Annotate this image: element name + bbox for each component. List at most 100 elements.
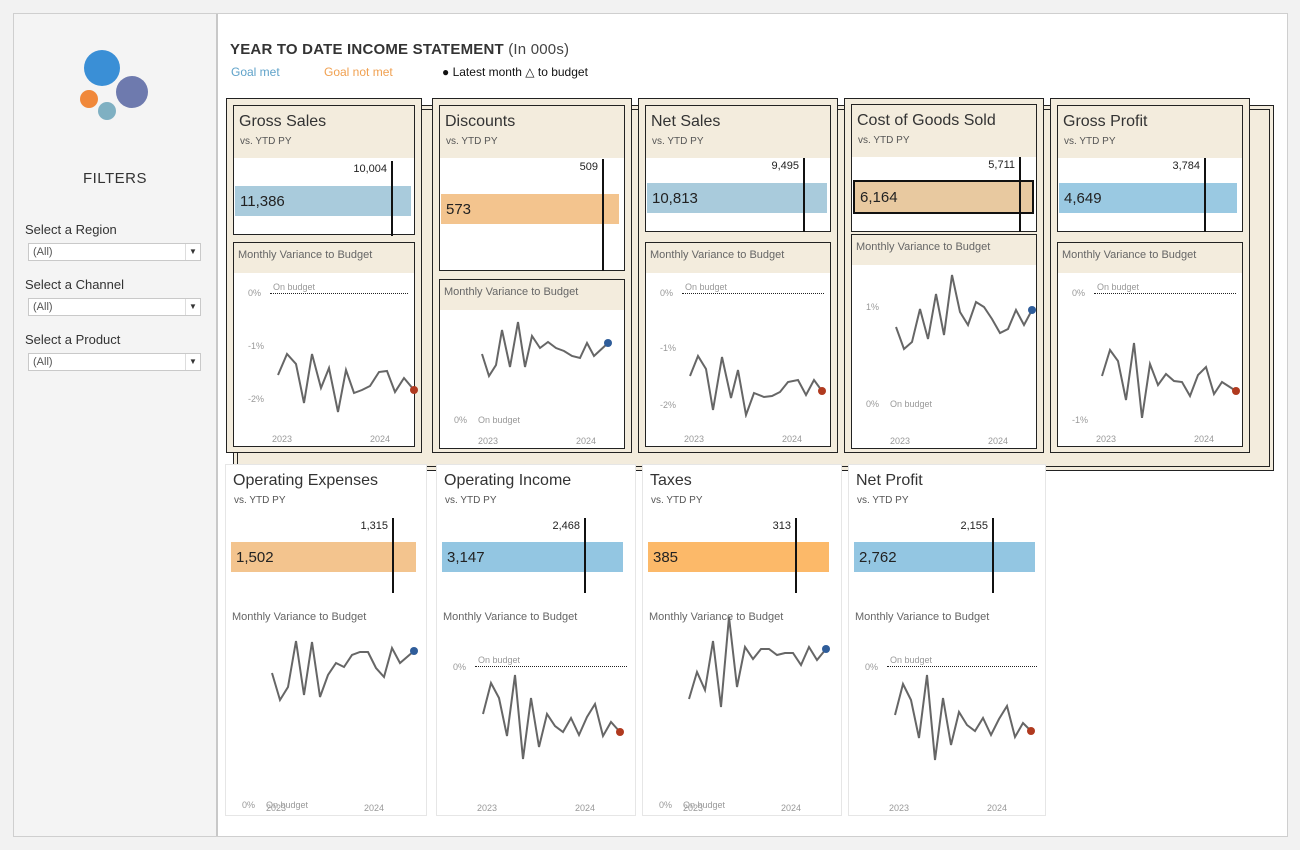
kpi-header: Net Sales vs. YTD PY (646, 106, 830, 158)
on-budget-label: On budget (890, 399, 933, 409)
kpi-panel[interactable]: Net Profit vs. YTD PY 2,762 2,155 (851, 465, 1043, 600)
year-end-label: 2024 (576, 436, 597, 446)
kpi-panel[interactable]: Net Sales vs. YTD PY 10,813 9,495 (645, 105, 831, 232)
variance-axis-label: 0% (865, 662, 879, 672)
prior-year-reference-line (992, 518, 994, 593)
product-filter-select[interactable]: (All) ▼ (28, 353, 201, 371)
latest-month-dot (410, 386, 418, 394)
variance-sparkline (894, 674, 1035, 761)
chevron-down-icon[interactable]: ▼ (185, 354, 200, 370)
page-title-text: YEAR TO DATE INCOME STATEMENT (230, 41, 504, 58)
kpi-panel[interactable]: Operating Expenses vs. YTD PY 1,502 1,315 (228, 465, 424, 600)
ytd-value: 2,762 (859, 549, 897, 566)
prior-year-reference-line (795, 518, 797, 593)
chevron-down-icon[interactable]: ▼ (185, 299, 200, 315)
variance-axis-label: -2% (660, 400, 677, 410)
region-filter-select[interactable]: (All) ▼ (28, 243, 201, 261)
prior-year-value: 9,495 (771, 160, 799, 172)
year-end-label: 2024 (370, 434, 391, 444)
ytd-value: 1,502 (236, 549, 274, 566)
variance-sparkline (1101, 342, 1240, 418)
metric-comparison-label: vs. YTD PY (240, 136, 292, 147)
on-budget-line (887, 666, 1037, 667)
variance-axis-label: 0% (248, 288, 262, 298)
metric-card: Discounts vs. YTD PY 573 509 Monthly Varianc… (432, 98, 632, 453)
kpi-header: Discounts vs. YTD PY (440, 106, 624, 158)
ytd-value-bar[interactable]: 3,147 (442, 542, 623, 572)
trend-header: Monthly Variance to Budget (1058, 243, 1242, 273)
chevron-down-icon[interactable]: ▼ (185, 244, 200, 260)
variance-axis-label: 0% (242, 800, 256, 810)
channel-filter-select[interactable]: (All) ▼ (28, 298, 201, 316)
trend-title: Monthly Variance to Budget (856, 241, 991, 253)
variance-sparkline (482, 674, 624, 760)
latest-month-dot (1028, 306, 1036, 314)
on-budget-label: On budget (273, 282, 316, 292)
ytd-value-bar[interactable]: 1,502 (231, 542, 416, 572)
on-budget-label: On budget (478, 415, 521, 425)
metric-card: Net Sales vs. YTD PY 10,813 9,495 Monthly Va… (638, 98, 838, 453)
monthly-variance-panel[interactable]: Monthly Variance to Budget 0% On budget 202… (228, 605, 424, 815)
dashboard-frame: FILTERS Select a Region (All) ▼ Select a… (13, 13, 1288, 837)
variance-sparkline (277, 352, 418, 413)
ytd-value-bar[interactable]: 385 (648, 542, 829, 572)
kpi-panel[interactable]: Taxes vs. YTD PY 385 313 (645, 465, 839, 600)
variance-line (277, 352, 415, 413)
variance-sparkline (481, 321, 612, 379)
variance-axis-label: 0% (660, 288, 674, 298)
ytd-value-bar[interactable]: 573 (441, 194, 619, 224)
monthly-variance-panel[interactable]: Monthly Variance to Budget 0% On budget 202… (439, 605, 633, 815)
product-filter-value: (All) (33, 356, 53, 368)
region-filter-value: (All) (33, 246, 53, 258)
ytd-value: 11,386 (240, 193, 285, 210)
monthly-variance-panel[interactable]: Monthly Variance to Budget 0% On budget 202… (439, 279, 625, 449)
kpi-panel[interactable]: Gross Sales vs. YTD PY 11,386 10,004 (233, 105, 415, 236)
metric-title: Net Profit (856, 472, 923, 489)
ytd-value: 3,147 (447, 549, 485, 566)
kpi-header: Net Profit vs. YTD PY (851, 465, 1043, 517)
prior-year-value: 5,711 (988, 159, 1015, 171)
ytd-value-bar[interactable]: 4,649 (1059, 183, 1237, 213)
trend-title: Monthly Variance to Budget (443, 611, 578, 623)
kpi-panel[interactable]: Operating Income vs. YTD PY 3,147 2,468 (439, 465, 633, 600)
metric-card: Cost of Goods Sold vs. YTD PY 6,164 5,711 Mo… (844, 98, 1044, 453)
monthly-variance-panel[interactable]: Monthly Variance to Budget 0% -1% -2% On bud… (645, 242, 831, 447)
metric-comparison-label: vs. YTD PY (652, 136, 704, 147)
monthly-variance-panel[interactable]: Monthly Variance to Budget 0% -1% On budget… (1057, 242, 1243, 447)
metric-card: Net Profit vs. YTD PY 2,762 2,155 Monthly Va… (848, 464, 1046, 816)
variance-line (481, 321, 609, 379)
trend-title: Monthly Variance to Budget (238, 249, 373, 261)
ytd-value: 4,649 (1064, 190, 1102, 207)
year-end-label: 2024 (1194, 434, 1215, 444)
metric-comparison-label: vs. YTD PY (1064, 136, 1116, 147)
ytd-value-bar[interactable]: 11,386 (235, 186, 411, 216)
metric-card: Taxes vs. YTD PY 385 313 Monthly Variance to… (642, 464, 842, 816)
monthly-variance-panel[interactable]: Monthly Variance to Budget 1% 0% On budget 2… (851, 234, 1037, 449)
kpi-panel[interactable]: Cost of Goods Sold vs. YTD PY 6,164 5,711 (851, 104, 1037, 232)
kpi-panel[interactable]: Discounts vs. YTD PY 573 509 (439, 105, 625, 271)
on-budget-label: On budget (1097, 282, 1140, 292)
logo-circle-teal (98, 102, 116, 120)
ytd-value-bar[interactable]: 10,813 (647, 183, 827, 213)
channel-filter-label: Select a Channel (25, 277, 125, 292)
metric-comparison-label: vs. YTD PY (446, 136, 498, 147)
ytd-value-bar[interactable]: 6,164 (853, 180, 1034, 214)
ytd-value-bar[interactable]: 2,762 (854, 542, 1035, 572)
monthly-variance-panel[interactable]: Monthly Variance to Budget 0% On budget 202… (645, 605, 839, 815)
kpi-panel[interactable]: Gross Profit vs. YTD PY 4,649 3,784 (1057, 105, 1243, 232)
filters-sidebar: FILTERS Select a Region (All) ▼ Select a… (14, 14, 218, 836)
ytd-value: 385 (653, 549, 679, 566)
monthly-variance-panel[interactable]: Monthly Variance to Budget 0% -1% -2% On bud… (233, 242, 418, 447)
metric-title: Gross Profit (1063, 113, 1148, 130)
trend-title: Monthly Variance to Budget (444, 286, 579, 298)
variance-line (688, 616, 827, 708)
ytd-value: 6,164 (860, 189, 898, 206)
legend-goal-met: Goal met (231, 65, 280, 79)
variance-line (689, 353, 823, 418)
kpi-header: Operating Expenses vs. YTD PY (228, 465, 424, 517)
monthly-variance-panel[interactable]: Monthly Variance to Budget 0% On budget 202… (851, 605, 1043, 815)
prior-year-value: 10,004 (353, 163, 387, 175)
latest-month-dot (410, 647, 418, 655)
trend-header: Monthly Variance to Budget (228, 605, 424, 635)
metric-comparison-label: vs. YTD PY (445, 495, 497, 506)
